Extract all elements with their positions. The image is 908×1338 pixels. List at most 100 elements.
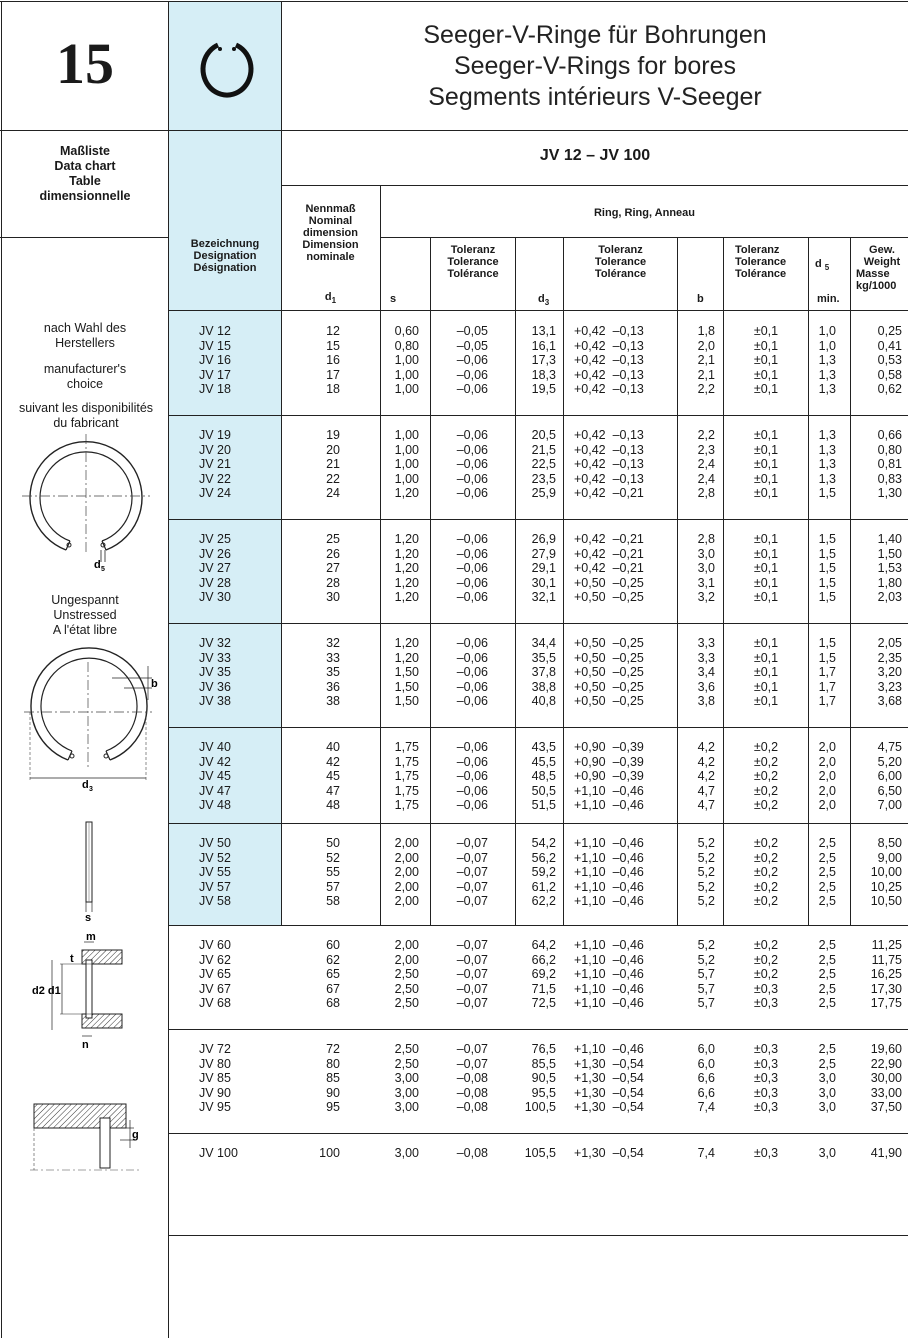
d1-cell: 15 bbox=[326, 338, 340, 353]
s-cell: 1,00 bbox=[394, 367, 419, 382]
tol-s-en: Tolerance bbox=[447, 256, 499, 268]
weight-cell: 0,80 bbox=[877, 442, 902, 457]
b-cell: 5,2 bbox=[697, 894, 715, 909]
d3-cell: 95,5 bbox=[531, 1085, 556, 1100]
designation-cell: JV 30 bbox=[199, 590, 231, 605]
designation-cell: JV 58 bbox=[199, 894, 231, 909]
tol_s-cell: –0,06 bbox=[456, 367, 488, 382]
dim-d5-label: d bbox=[94, 559, 101, 571]
d3-cell: 66,2 bbox=[531, 952, 556, 967]
weight-cell: 0,81 bbox=[877, 457, 902, 472]
weight-cell: 0,58 bbox=[877, 367, 902, 382]
tol_b-cell: ±0,2 bbox=[753, 769, 779, 784]
d1-cell: 25 bbox=[326, 532, 340, 546]
b-cell: 2,3 bbox=[697, 442, 715, 457]
d1-cell: 72 bbox=[326, 1042, 340, 1056]
b-cell: 5,2 bbox=[697, 850, 715, 865]
tol_d3-cell: +1,10 –0,46 bbox=[574, 981, 644, 996]
s-cell: 1,20 bbox=[394, 650, 419, 665]
d3-cell: 56,2 bbox=[531, 850, 556, 865]
designation-header-en: Designation bbox=[193, 250, 257, 262]
d1-cell: 16 bbox=[326, 353, 340, 368]
tol_b-cell: ±0,3 bbox=[753, 1042, 779, 1056]
group-line-4 bbox=[169, 727, 908, 728]
b-cell: 7,4 bbox=[697, 1100, 715, 1115]
tol_b-cell: ±0,2 bbox=[753, 952, 779, 967]
top-border bbox=[0, 1, 908, 2]
tol_d3-cell: +0,42 –0,21 bbox=[574, 532, 644, 546]
b-cell: 5,2 bbox=[697, 836, 715, 850]
chart-title-en: Data chart bbox=[54, 159, 116, 173]
d5-cell: 1,5 bbox=[818, 546, 836, 561]
dim-s-label: s bbox=[85, 912, 91, 924]
b-cell: 2,4 bbox=[697, 457, 715, 472]
tol_s-cell: –0,06 bbox=[456, 561, 488, 576]
s-cell: 0,80 bbox=[394, 338, 419, 353]
d5-cell: 3,0 bbox=[818, 1100, 836, 1115]
tol_b-cell: ±0,1 bbox=[753, 590, 779, 605]
tol_b-cell: ±0,1 bbox=[753, 324, 779, 338]
tol_d3-cell: +0,42 –0,13 bbox=[574, 471, 644, 486]
header-icon-cell-bg bbox=[169, 2, 281, 130]
designation-cell: JV 85 bbox=[199, 1071, 231, 1086]
d1-cell: 52 bbox=[326, 850, 340, 865]
d3-symbol: d bbox=[538, 293, 545, 305]
designation-cell: JV 32 bbox=[199, 636, 231, 650]
tol_b-cell: ±0,3 bbox=[753, 1100, 779, 1115]
b-cell: 3,3 bbox=[697, 636, 715, 650]
designation-cell: JV 21 bbox=[199, 457, 231, 472]
weight-de: Gew. bbox=[869, 244, 895, 256]
b-cell: 5,2 bbox=[697, 865, 715, 880]
tol_s-cell: –0,06 bbox=[456, 575, 488, 590]
designation-cell: JV 28 bbox=[199, 575, 231, 590]
tol_s-cell: –0,06 bbox=[456, 486, 488, 501]
designation-cell: JV 42 bbox=[199, 754, 231, 769]
b-cell: 5,2 bbox=[697, 938, 715, 952]
d5-cell: 1,7 bbox=[818, 665, 836, 680]
tol_b-cell: ±0,1 bbox=[753, 353, 779, 368]
weight-cell: 2,03 bbox=[877, 590, 902, 605]
weight-cell: 1,50 bbox=[877, 546, 902, 561]
tol_b-cell: ±0,3 bbox=[753, 1146, 779, 1160]
groove-section-drawing: m t d2 d1 n bbox=[32, 931, 123, 1051]
ring-side-view-s: s bbox=[85, 821, 93, 924]
d3-cell: 48,5 bbox=[531, 769, 556, 784]
tol_s-cell: –0,07 bbox=[456, 1042, 488, 1056]
tol_d3-cell: +0,42 –0,13 bbox=[574, 324, 644, 338]
sidebar-chart-title: Maßliste Data chart Table dimensionnelle bbox=[2, 144, 168, 204]
tol_d3-cell: +1,10 –0,46 bbox=[574, 879, 644, 894]
tol_d3-cell: +0,50 –0,25 bbox=[574, 665, 644, 680]
table-header-bottom bbox=[169, 310, 908, 311]
d5-symbol: d bbox=[815, 258, 822, 270]
tol-b-de: Toleranz bbox=[735, 244, 780, 256]
d5-cell: 2,5 bbox=[818, 1056, 836, 1071]
s-cell: 1,75 bbox=[394, 783, 419, 798]
weight-cell: 10,50 bbox=[870, 894, 902, 909]
d1-cell: 26 bbox=[326, 546, 340, 561]
b-cell: 2,1 bbox=[697, 367, 715, 382]
designation-cell: JV 67 bbox=[199, 981, 231, 996]
s-cell: 3,00 bbox=[394, 1100, 419, 1115]
s-cell: 2,00 bbox=[394, 836, 419, 850]
d5-cell: 2,5 bbox=[818, 836, 836, 850]
weight-cell: 10,25 bbox=[870, 879, 902, 894]
tol_s-cell: –0,05 bbox=[456, 338, 488, 353]
tol_d3-cell: +1,10 –0,46 bbox=[574, 1042, 644, 1056]
d1-cell: 35 bbox=[326, 665, 340, 680]
tol_s-cell: –0,07 bbox=[456, 1056, 488, 1071]
d3-cell: 27,9 bbox=[531, 546, 556, 561]
s-cell: 1,20 bbox=[394, 636, 419, 650]
dim-m-label: m bbox=[86, 931, 96, 943]
weight-en: Weight bbox=[863, 256, 901, 268]
d3-cell: 40,8 bbox=[531, 694, 556, 709]
b-cell: 3,0 bbox=[697, 561, 715, 576]
tol_b-cell: ±0,2 bbox=[753, 850, 779, 865]
tol_d3-cell: +0,90 –0,39 bbox=[574, 754, 644, 769]
weight-cell: 1,40 bbox=[877, 532, 902, 546]
d5-cell: 1,3 bbox=[818, 428, 836, 442]
tol-d3-de: Toleranz bbox=[598, 244, 643, 256]
ring-group-line bbox=[380, 237, 908, 238]
s-cell: 1,50 bbox=[394, 679, 419, 694]
d5-cell: 1,7 bbox=[818, 694, 836, 709]
designation-cell: JV 27 bbox=[199, 561, 231, 576]
